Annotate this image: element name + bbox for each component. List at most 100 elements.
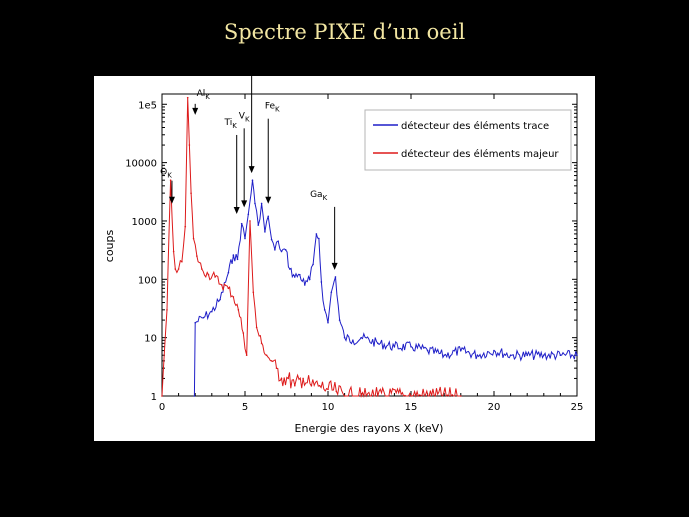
annotation-o: OK <box>160 168 172 180</box>
data-point <box>186 96 189 99</box>
x-tick-label: 15 <box>405 402 418 413</box>
data-point <box>543 354 545 357</box>
data-point <box>343 395 346 397</box>
data-point <box>320 281 323 283</box>
data-point <box>161 395 163 397</box>
annotation-arrowhead <box>331 262 338 270</box>
data-point <box>280 250 283 253</box>
data-point <box>360 336 363 339</box>
y-axis-title: coups <box>103 230 116 263</box>
data-point <box>240 222 243 225</box>
annotation-arrowhead <box>265 196 272 204</box>
series-line-trace <box>193 180 578 397</box>
x-tick-label: 25 <box>571 402 584 413</box>
data-point <box>526 354 528 357</box>
data-point <box>227 287 230 290</box>
data-point <box>196 255 198 257</box>
data-point <box>172 250 175 253</box>
y-tick-label: 10000 <box>125 159 157 170</box>
legend-label-trace: détecteur des éléments trace <box>401 120 549 132</box>
data-point <box>334 276 337 278</box>
peak-annotations: OKAlKTiKVKCrKFeKGaK <box>160 76 338 270</box>
annotation-ti: TiK <box>224 118 238 130</box>
data-point <box>177 268 180 270</box>
data-point <box>247 213 250 216</box>
data-point <box>352 339 354 342</box>
x-axis-title: Energie des rayons X (keV) <box>295 422 444 435</box>
data-point <box>327 388 329 391</box>
data-point <box>377 342 379 345</box>
annotation-arrowhead <box>168 196 175 204</box>
data-point <box>493 349 495 352</box>
data-point <box>303 284 306 286</box>
annotation-arrowhead <box>233 206 240 214</box>
data-point <box>245 354 248 357</box>
annotation-arrowhead <box>192 107 199 115</box>
data-point <box>242 332 245 334</box>
data-point <box>237 309 240 311</box>
data-point <box>294 276 296 278</box>
data-point <box>260 202 263 205</box>
data-point <box>393 345 396 348</box>
series-layer <box>161 96 578 398</box>
y-tick-label: 1e5 <box>138 100 157 111</box>
data-point <box>360 395 363 397</box>
data-point <box>410 395 412 397</box>
annotation-al: AlK <box>197 89 211 101</box>
data-point <box>275 367 278 369</box>
data-point <box>188 144 191 146</box>
data-point <box>318 237 320 240</box>
data-point <box>201 268 203 270</box>
data-point <box>260 342 263 345</box>
data-point <box>244 237 246 240</box>
data-point <box>192 237 195 240</box>
x-tick-label: 10 <box>322 402 335 413</box>
data-point <box>252 291 255 294</box>
data-point <box>181 260 183 263</box>
data-point <box>509 354 512 357</box>
data-point <box>219 298 221 301</box>
data-point <box>265 354 268 357</box>
data-point <box>202 316 205 319</box>
data-point <box>312 263 314 266</box>
x-tick-label: 5 <box>242 402 248 413</box>
data-point <box>227 271 230 274</box>
data-point <box>323 309 326 311</box>
data-point <box>289 268 291 270</box>
annotation-v: VK <box>239 111 250 123</box>
data-point <box>251 179 254 181</box>
data-point <box>194 321 196 324</box>
data-point <box>327 321 329 324</box>
annotation-ga: GaK <box>310 190 328 202</box>
y-tick-label: 100 <box>138 275 157 286</box>
data-point <box>443 354 446 357</box>
data-point <box>249 220 251 222</box>
y-tick-label: 1000 <box>132 217 157 228</box>
data-point <box>214 276 216 278</box>
data-point <box>190 192 192 194</box>
data-point <box>193 395 196 397</box>
data-point <box>284 249 287 251</box>
data-point <box>277 240 279 242</box>
data-point <box>264 231 266 233</box>
data-point <box>274 249 276 251</box>
data-point <box>236 258 239 261</box>
data-point <box>576 354 578 357</box>
data-point <box>287 377 289 380</box>
data-point <box>310 384 313 387</box>
data-point <box>377 395 379 397</box>
data-point <box>308 278 311 281</box>
data-point <box>330 291 333 294</box>
data-point <box>169 179 172 181</box>
data-point <box>476 354 479 357</box>
data-point <box>174 268 177 270</box>
legend-label-majeur: détecteur des éléments majeur <box>401 148 559 160</box>
data-point <box>255 326 258 329</box>
data-point <box>211 310 213 313</box>
data-point <box>232 254 235 256</box>
annotation-arrowhead <box>241 200 248 208</box>
data-point <box>426 349 429 352</box>
legend: détecteur des éléments trace détecteur d… <box>364 109 572 171</box>
plot-area-frame <box>161 93 578 397</box>
